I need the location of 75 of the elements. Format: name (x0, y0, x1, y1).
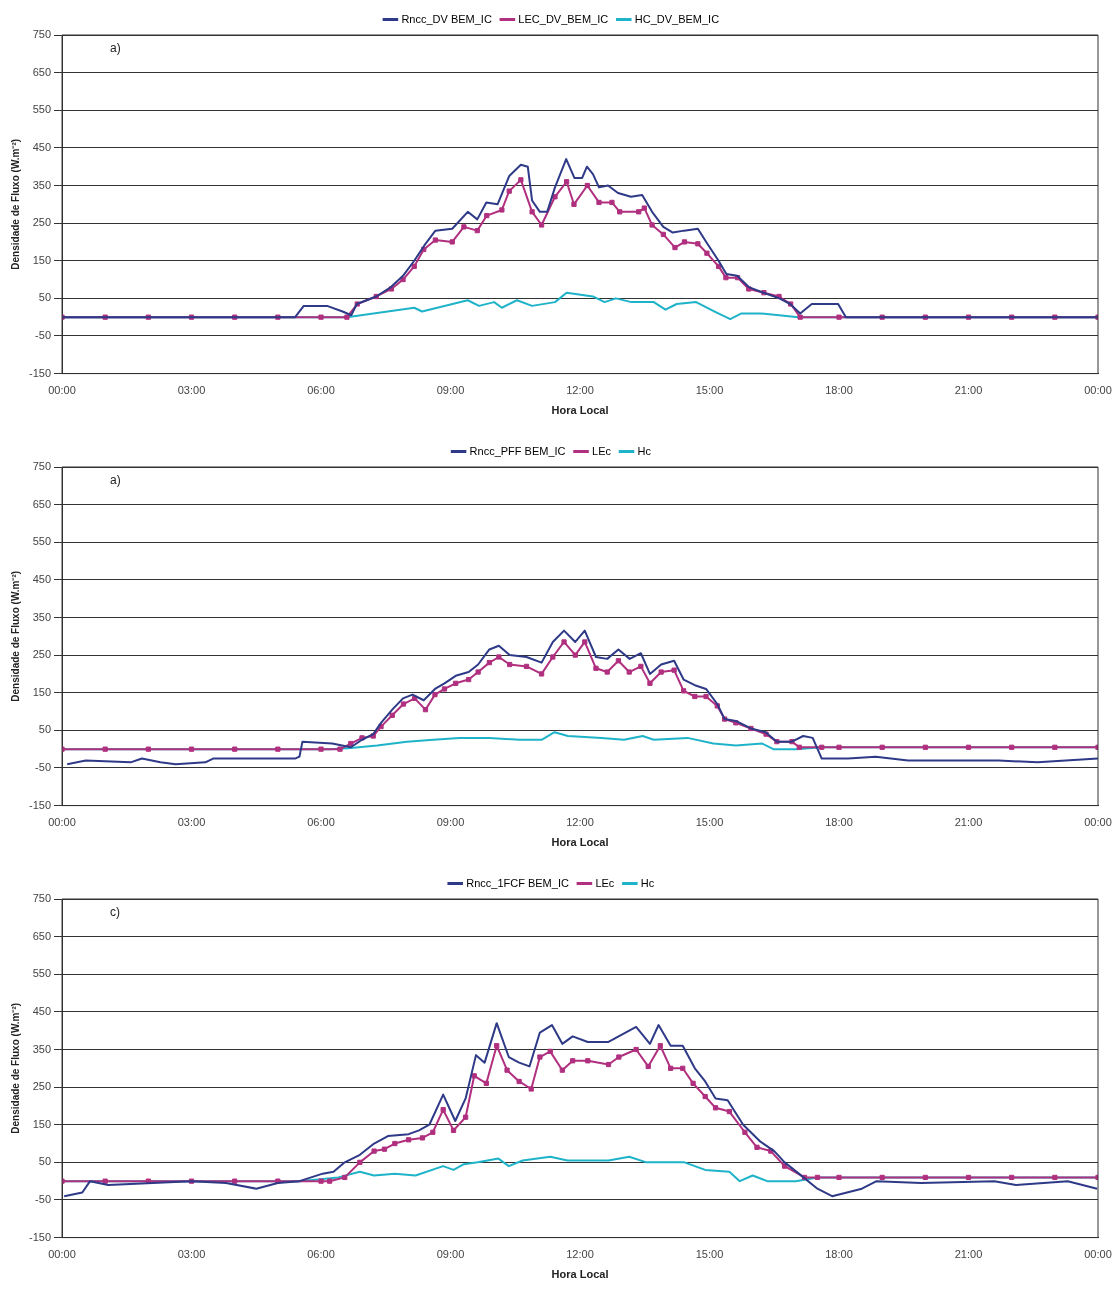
y-tick-label: 50 (38, 723, 52, 736)
y-tick-label: 550 (32, 535, 52, 548)
x-tick-label: 06:00 (307, 384, 335, 397)
x-tick-label: 00:00 (48, 384, 76, 397)
annotation: c) (110, 905, 121, 920)
legend-label: Rncc_1FCF BEM_IC (466, 876, 569, 889)
y-tick-label: 450 (32, 140, 52, 153)
x-tick-label: 06:00 (307, 1248, 335, 1261)
x-axis-title: Hora Local (551, 836, 609, 849)
y-tick-label: 350 (32, 1042, 52, 1055)
x-tick-label: 03:00 (177, 384, 206, 397)
x-tick-label: 00:00 (1084, 384, 1112, 397)
y-tick-label: 450 (32, 572, 52, 585)
y-tick-label: -50 (35, 329, 52, 342)
x-tick-label: 21:00 (954, 1248, 983, 1261)
y-tick-label: 250 (32, 648, 52, 661)
y-tick-label: 150 (32, 1117, 52, 1130)
x-tick-label: 18:00 (825, 1248, 853, 1261)
x-tick-label: 09:00 (436, 384, 465, 397)
y-tick-label: -50 (35, 1193, 52, 1206)
y-tick-label: 550 (32, 967, 52, 980)
x-tick-label: 15:00 (695, 816, 724, 829)
annotation: a) (110, 41, 121, 56)
y-tick-label: 150 (32, 685, 52, 698)
legend-label: Rncc_DV BEM_IC (401, 12, 492, 25)
y-tick-label: 650 (32, 929, 52, 942)
x-tick-label: 09:00 (436, 816, 465, 829)
legend-label: Hc (637, 444, 652, 457)
y-tick-label: 650 (32, 65, 52, 78)
y-axis-title: Densidade de Fluxo (W.m⁻²) (9, 1002, 21, 1134)
x-axis-title: Hora Local (551, 404, 609, 417)
x-tick-label: 12:00 (566, 816, 594, 829)
x-tick-label: 15:00 (695, 384, 724, 397)
y-tick-label: 350 (32, 610, 52, 623)
y-tick-label: 650 (32, 497, 52, 510)
y-tick-label: -150 (28, 798, 52, 811)
y-tick-label: 750 (32, 460, 52, 473)
y-axis-title: Densidade de Fluxo (W.m⁻²) (9, 570, 21, 702)
x-tick-label: 03:00 (177, 1248, 206, 1261)
x-tick-label: 21:00 (954, 384, 983, 397)
y-tick-label: -150 (28, 366, 52, 379)
x-tick-label: 12:00 (566, 384, 594, 397)
x-tick-label: 00:00 (1084, 1248, 1112, 1261)
y-axis-title: Densidade de Fluxo (W.m⁻²) (9, 138, 21, 270)
x-tick-label: 09:00 (436, 1248, 465, 1261)
x-tick-label: 00:00 (48, 816, 76, 829)
y-tick-label: 250 (32, 1080, 52, 1093)
legend-label: Hc (640, 876, 655, 889)
x-tick-label: 15:00 (695, 1248, 724, 1261)
x-tick-label: 03:00 (177, 816, 206, 829)
y-tick-label: -50 (35, 761, 52, 774)
legend-label: LEc (595, 876, 615, 889)
y-tick-label: 750 (32, 28, 52, 41)
legend-label: HC_DV_BEM_IC (634, 12, 720, 25)
x-tick-label: 00:00 (48, 1248, 76, 1261)
x-tick-label: 00:00 (1084, 816, 1112, 829)
x-axis-title: Hora Local (551, 1268, 609, 1281)
legend-label: LEc (592, 444, 612, 457)
x-tick-label: 18:00 (825, 384, 853, 397)
x-tick-label: 06:00 (307, 816, 335, 829)
y-tick-label: -150 (28, 1230, 52, 1243)
x-tick-label: 18:00 (825, 816, 853, 829)
y-tick-label: 550 (32, 103, 52, 116)
y-tick-label: 250 (32, 216, 52, 229)
y-tick-label: 150 (32, 253, 52, 266)
legend-label: Rncc_PFF BEM_IC (469, 444, 566, 457)
annotation: a) (110, 473, 121, 488)
x-tick-label: 12:00 (566, 1248, 594, 1261)
y-tick-label: 750 (32, 892, 52, 905)
x-tick-label: 21:00 (954, 816, 983, 829)
y-tick-label: 450 (32, 1004, 52, 1017)
y-tick-label: 50 (38, 1155, 52, 1168)
legend-label: LEC_DV_BEM_IC (518, 12, 609, 25)
y-tick-label: 350 (32, 178, 52, 191)
y-tick-label: 50 (38, 291, 52, 304)
